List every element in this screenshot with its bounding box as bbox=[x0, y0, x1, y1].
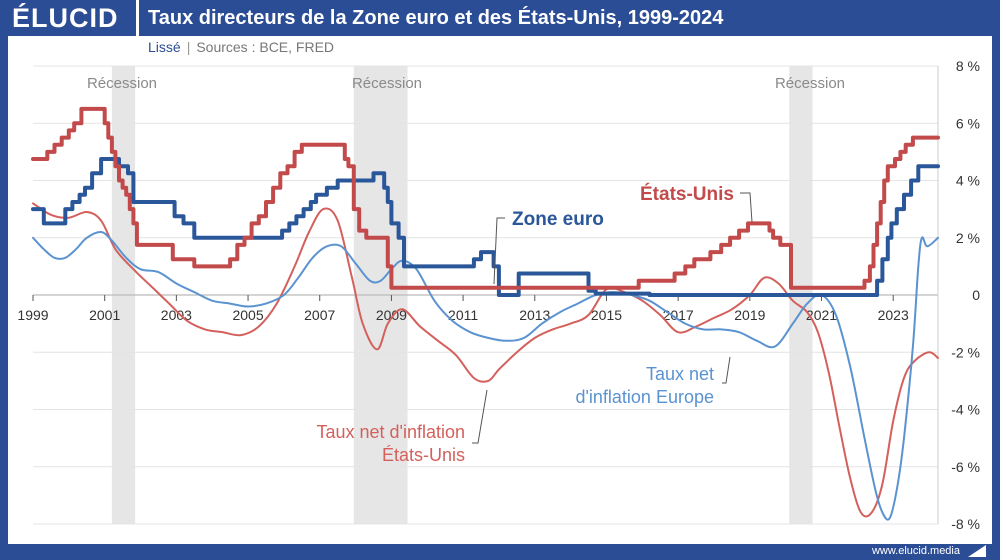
elucid-logo[interactable]: ÉLUCID bbox=[12, 3, 119, 33]
leader-net-eu bbox=[722, 356, 731, 384]
y-tick-label: 8 % bbox=[956, 58, 980, 74]
series-line-net-us bbox=[32, 202, 939, 518]
chart-title: Taux directeurs de la Zone euro et des É… bbox=[148, 7, 724, 29]
label-etats-unis: États-Unis bbox=[640, 183, 734, 205]
y-tick-label: 2 % bbox=[956, 230, 980, 246]
label-net-eu-line2: d'inflation Europe bbox=[575, 387, 714, 407]
elucid-mark-icon bbox=[968, 545, 986, 557]
recession-label: Récession bbox=[352, 75, 422, 92]
leader-etats-unis bbox=[740, 192, 753, 223]
series-line-net-eu bbox=[32, 230, 939, 521]
smoothed-label: Lissé bbox=[148, 39, 181, 55]
x-tick-label: 2017 bbox=[663, 307, 694, 323]
series-lines bbox=[31, 106, 940, 521]
y-tick-label: -6 % bbox=[951, 459, 980, 475]
y-tick-label: 4 % bbox=[956, 173, 980, 189]
header: ÉLUCID Taux directeurs de la Zone euro e… bbox=[0, 0, 1000, 36]
leader-zone-euro bbox=[493, 217, 505, 285]
y-tick-label: -4 % bbox=[951, 402, 980, 418]
x-tick-label: 1999 bbox=[17, 307, 48, 323]
y-tick-label: -8 % bbox=[951, 516, 980, 532]
series-line-etats-unis bbox=[31, 106, 940, 290]
recession-label: Récession bbox=[775, 75, 845, 92]
x-tick-label: 2013 bbox=[519, 307, 550, 323]
axes: 8 % 6 % 4 % 2 % 0 -2 % -4 % -6 % -8 % 1999 2001 200… bbox=[17, 58, 980, 532]
annotations: États-Unis Zone euro Taux net d'inflation E… bbox=[316, 183, 753, 465]
footer-url[interactable]: www.elucid.media bbox=[871, 545, 960, 557]
sources-label: Sources : BCE, FRED bbox=[196, 39, 335, 55]
x-tick-label: 2007 bbox=[304, 307, 335, 323]
x-tick-label: 2015 bbox=[591, 307, 622, 323]
subtitle-separator: | bbox=[186, 39, 191, 55]
label-net-us-line1: Taux net d'inflation bbox=[316, 422, 465, 442]
y-tick-label: -2 % bbox=[951, 344, 980, 360]
x-tick-label: 2019 bbox=[734, 307, 765, 323]
logo-divider bbox=[136, 0, 139, 36]
chart-subtitle: Lissé | Sources : BCE, FRED bbox=[148, 39, 334, 55]
x-tick-label: 2011 bbox=[448, 307, 478, 323]
gridlines bbox=[33, 65, 938, 525]
series-line-zone-euro bbox=[31, 157, 940, 297]
y-tick-label: 0 bbox=[972, 287, 980, 303]
y-tick-label: 6 % bbox=[956, 115, 980, 131]
x-tick-label: 2001 bbox=[89, 307, 120, 323]
x-tick-label: 2005 bbox=[232, 307, 263, 323]
label-net-us-line2: États-Unis bbox=[382, 445, 465, 465]
x-tick-label: 2023 bbox=[878, 307, 909, 323]
x-tick-label: 2021 bbox=[806, 307, 837, 323]
line-chart: Récession Récession Récession 8 % 6 % 4 % 2 %… bbox=[17, 58, 980, 532]
leader-net-us bbox=[472, 389, 488, 444]
label-net-eu-line1: Taux net bbox=[646, 364, 714, 384]
recession-label: Récession bbox=[87, 75, 157, 92]
label-zone-euro: Zone euro bbox=[512, 209, 604, 230]
